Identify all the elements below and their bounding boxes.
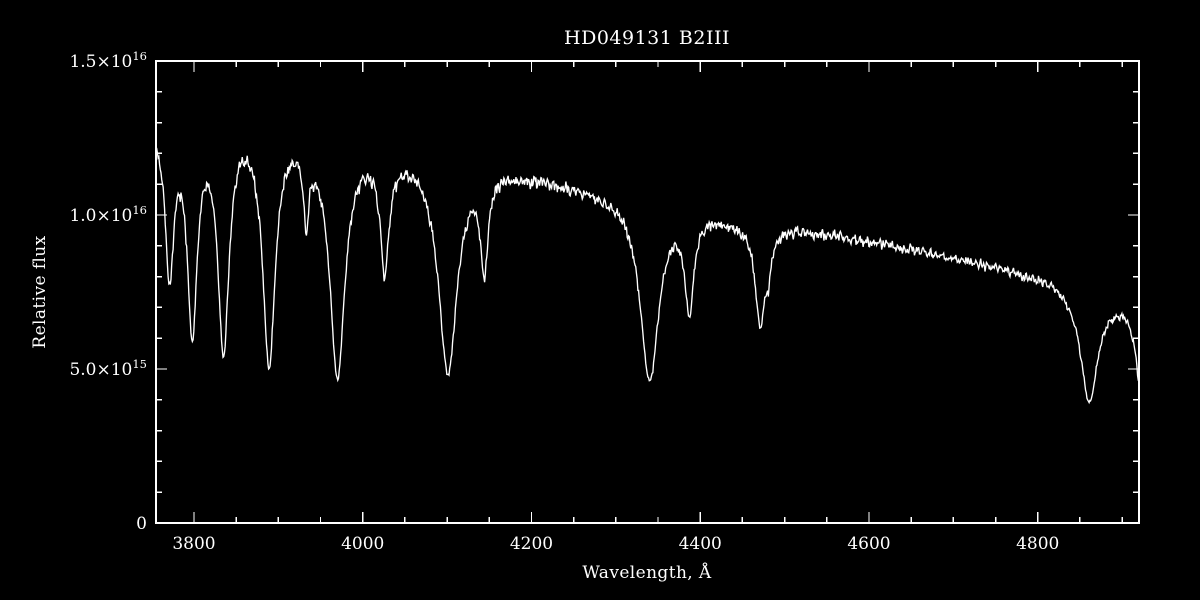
- y-tick-label: 1.5×1016: [69, 49, 147, 72]
- x-axis-ticks: [193, 61, 1123, 523]
- x-axis-tick-labels: 3800 4000 4200 4400 4600 4800: [172, 534, 1059, 554]
- y-tick-label: 5.0×1015: [69, 357, 147, 380]
- x-tick-label: 4600: [847, 534, 890, 554]
- x-tick-label: 4400: [679, 534, 722, 554]
- x-tick-label: 4800: [1016, 534, 1059, 554]
- plot-title: HD049131 B2III: [564, 27, 730, 49]
- y-axis-tick-labels: 0 5.0×1015 1.0×1016 1.5×1016: [69, 49, 147, 534]
- x-tick-label: 3800: [172, 534, 215, 554]
- y-tick-label: 1.0×1016: [69, 203, 147, 226]
- axis-frame: [155, 60, 1140, 524]
- x-axis-title: Wavelength, Å: [582, 562, 712, 583]
- x-tick-label: 4200: [510, 534, 553, 554]
- x-tick-label: 4000: [341, 534, 384, 554]
- spectrum-data-curve: [155, 147, 1140, 405]
- y-tick-label: 0: [136, 514, 147, 534]
- y-axis-title: Relative flux: [30, 235, 50, 348]
